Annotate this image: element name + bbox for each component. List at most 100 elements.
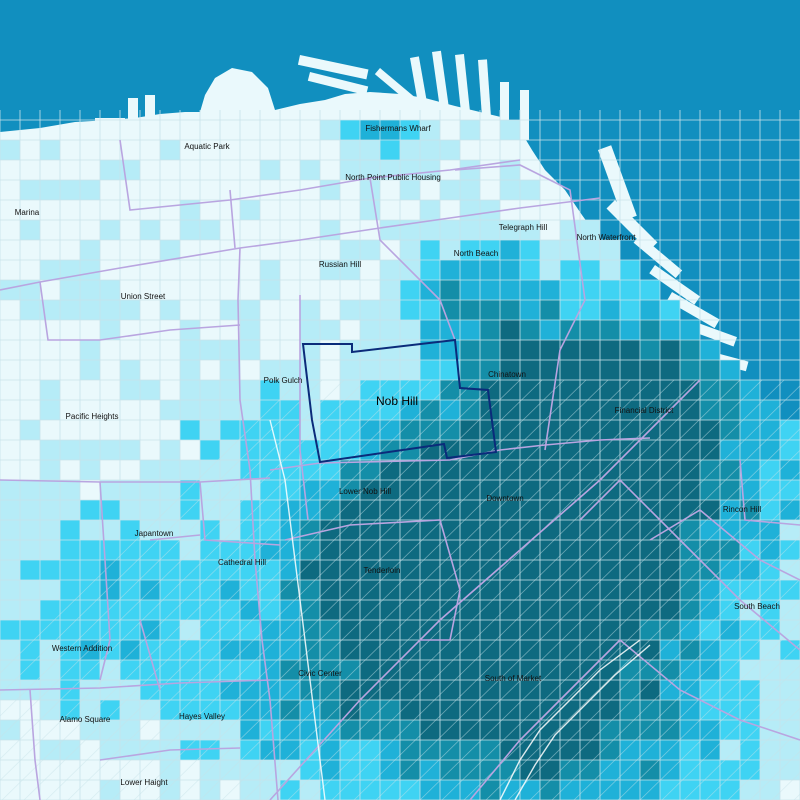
- census-block: [700, 720, 720, 740]
- census-block: [280, 760, 300, 780]
- census-block: [180, 360, 200, 380]
- census-block: [720, 780, 740, 800]
- census-block: [540, 340, 560, 360]
- census-block: [480, 480, 500, 500]
- census-block: [420, 520, 440, 540]
- census-block: [200, 400, 220, 420]
- label-aquatic-park[interactable]: Aquatic Park: [184, 142, 230, 151]
- census-block: [260, 640, 280, 660]
- street-line: [23, 379, 455, 800]
- label-tenderloin[interactable]: Tenderloin: [364, 566, 401, 575]
- neighborhood-labels: Fishermans Wharf Aquatic Park North Poin…: [15, 124, 780, 787]
- census-block: [660, 640, 680, 660]
- census-block: [720, 500, 740, 520]
- census-block: [380, 500, 400, 520]
- selected-neighborhood-outline[interactable]: [301, 338, 498, 464]
- street-line: [529, 535, 800, 800]
- label-chinatown[interactable]: Chinatown: [488, 370, 526, 379]
- census-block: [460, 500, 480, 520]
- census-block: [240, 300, 260, 320]
- census-block: [760, 680, 780, 700]
- census-block: [40, 600, 60, 620]
- census-block: [420, 340, 440, 360]
- census-block: [240, 380, 260, 400]
- census-block: [80, 240, 100, 260]
- label-union-street[interactable]: Union Street: [121, 292, 166, 301]
- census-block: [500, 500, 520, 520]
- label-south-of-market[interactable]: South of Market: [485, 674, 542, 683]
- census-block: [160, 700, 180, 720]
- census-block: [440, 140, 460, 160]
- census-block: [360, 140, 380, 160]
- label-civic-center[interactable]: Civic Center: [298, 669, 342, 678]
- label-lower-nob-hill[interactable]: Lower Nob Hill: [339, 487, 391, 496]
- label-financial-district[interactable]: Financial District: [615, 406, 674, 415]
- census-block: [420, 360, 440, 380]
- census-block: [340, 420, 360, 440]
- label-north-beach[interactable]: North Beach: [454, 249, 498, 258]
- street-line: [0, 379, 389, 760]
- census-block: [680, 760, 700, 780]
- census-block: [200, 760, 220, 780]
- census-block: [500, 520, 520, 540]
- census-block: [600, 500, 620, 520]
- census-block: [40, 680, 60, 700]
- census-block: [720, 700, 740, 720]
- census-block: [440, 680, 460, 700]
- census-block: [260, 540, 280, 560]
- census-block: [440, 580, 460, 600]
- census-block: [520, 440, 540, 460]
- label-russian-hill[interactable]: Russian Hill: [319, 260, 361, 269]
- label-hayes-valley[interactable]: Hayes Valley: [179, 712, 225, 721]
- label-rincon-hill[interactable]: Rincon Hill: [723, 505, 761, 514]
- census-block: [320, 580, 340, 600]
- label-telegraph-hill[interactable]: Telegraph Hill: [499, 223, 548, 232]
- label-polk-gulch[interactable]: Polk Gulch: [264, 376, 303, 385]
- census-block: [380, 520, 400, 540]
- label-downtown[interactable]: Downtown: [486, 494, 523, 503]
- label-western-addition[interactable]: Western Addition: [52, 644, 112, 653]
- census-block: [620, 760, 640, 780]
- census-block: [540, 260, 560, 280]
- census-block: [520, 680, 540, 700]
- census-block: [700, 680, 720, 700]
- label-alamo-square[interactable]: Alamo Square: [60, 715, 111, 724]
- census-block: [660, 480, 680, 500]
- census-block: [160, 720, 180, 740]
- census-block: [500, 360, 520, 380]
- census-block: [540, 400, 560, 420]
- census-block: [640, 360, 660, 380]
- census-block: [720, 440, 740, 460]
- label-north-point-public-housing[interactable]: North Point Public Housing: [345, 173, 441, 182]
- census-block: [0, 140, 20, 160]
- census-block: [600, 680, 620, 700]
- census-block: [720, 460, 740, 480]
- census-block: [0, 520, 20, 540]
- census-block: [700, 340, 720, 360]
- census-block: [100, 680, 120, 700]
- label-south-beach[interactable]: South Beach: [734, 602, 780, 611]
- label-japantown[interactable]: Japantown: [135, 529, 174, 538]
- census-block: [280, 720, 300, 740]
- label-north-waterfront[interactable]: North Waterfront: [577, 233, 637, 242]
- census-block: [620, 780, 640, 800]
- census-block: [640, 740, 660, 760]
- census-block: [580, 220, 600, 240]
- label-fishermans-wharf[interactable]: Fishermans Wharf: [365, 124, 431, 133]
- label-cathedral-hill[interactable]: Cathedral Hill: [218, 558, 266, 567]
- label-nob-hill[interactable]: Nob Hill: [376, 394, 418, 408]
- label-pacific-heights[interactable]: Pacific Heights: [66, 412, 119, 421]
- census-block: [520, 600, 540, 620]
- census-block: [520, 700, 540, 720]
- census-block: [560, 760, 580, 780]
- label-marina[interactable]: Marina: [15, 208, 40, 217]
- census-block: [660, 580, 680, 600]
- street-line: [397, 406, 800, 800]
- label-lower-haight[interactable]: Lower Haight: [120, 778, 168, 787]
- census-block: [600, 320, 620, 340]
- census-block: [60, 280, 80, 300]
- census-block: [80, 180, 100, 200]
- census-block: [340, 300, 360, 320]
- census-block: [720, 760, 740, 780]
